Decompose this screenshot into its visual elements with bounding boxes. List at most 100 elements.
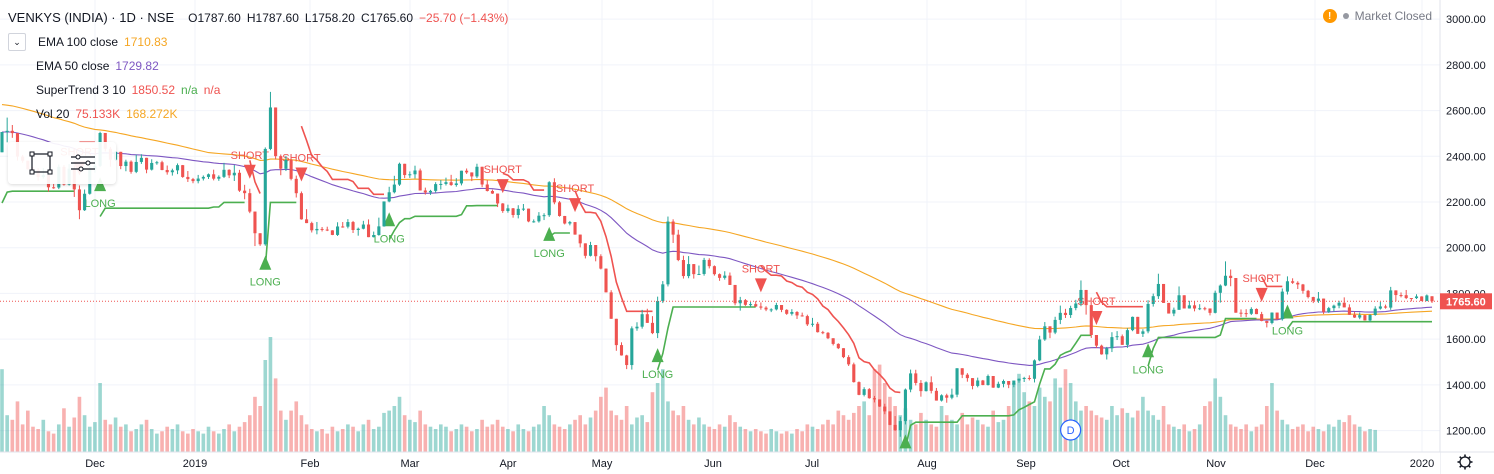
- candle: [743, 299, 747, 306]
- volume-bar: [929, 424, 934, 452]
- candle-body: [423, 190, 427, 193]
- candle: [1069, 305, 1073, 318]
- candle-body: [232, 172, 236, 176]
- volume-bar: [542, 406, 546, 452]
- candle: [1182, 295, 1186, 309]
- candle: [702, 257, 706, 276]
- volume-bar: [805, 424, 810, 452]
- volume-bar: [795, 429, 799, 452]
- volume-bar: [1125, 412, 1130, 452]
- volume-bar: [764, 433, 768, 452]
- candle: [1378, 301, 1382, 310]
- rectangle-select-icon[interactable]: [26, 148, 56, 178]
- candle: [991, 375, 995, 388]
- candle-body: [557, 202, 562, 216]
- candle: [465, 168, 469, 174]
- settings-list-icon[interactable]: [68, 148, 98, 178]
- candle-body: [356, 228, 360, 230]
- candle-body: [769, 309, 773, 311]
- volume-bar: [728, 415, 732, 452]
- candle: [403, 163, 407, 179]
- candle-body: [743, 300, 747, 305]
- candle: [1353, 311, 1357, 318]
- volume-bar: [660, 369, 665, 452]
- volume-bar: [1053, 378, 1057, 452]
- candle-body: [191, 179, 195, 182]
- market-status[interactable]: ! Market Closed: [1322, 9, 1432, 23]
- volume-bar: [645, 422, 650, 452]
- volume-bar: [1110, 406, 1114, 452]
- candle-body: [821, 332, 825, 334]
- candle-body: [640, 314, 644, 327]
- indicator-row-volume[interactable]: Vol 20 75.133K 168.272K: [8, 102, 508, 126]
- candle: [557, 201, 562, 217]
- candle-body: [170, 170, 174, 173]
- candle: [614, 318, 618, 351]
- candle-body: [217, 176, 221, 179]
- candle: [1079, 280, 1083, 307]
- volume-bar: [717, 424, 722, 452]
- candle: [940, 394, 944, 402]
- candle: [635, 322, 639, 331]
- volume-bar: [201, 433, 206, 452]
- indicator-row-ema50[interactable]: EMA 50 close 1729.82: [8, 54, 508, 78]
- symbol-title[interactable]: VENKYS (INDIA) · 1D · NSE: [8, 10, 175, 25]
- candle-body: [909, 373, 913, 390]
- volume-bar: [253, 396, 257, 452]
- candle-body: [1182, 295, 1186, 309]
- volume-bar: [779, 433, 784, 452]
- candle-body: [707, 259, 711, 267]
- candle: [480, 166, 484, 188]
- candle: [294, 175, 298, 198]
- volume-bar: [1146, 410, 1150, 452]
- price-tick-label: 2600.00: [1446, 106, 1486, 118]
- candle-body: [397, 163, 402, 185]
- long-signal-label: LONG: [84, 198, 115, 210]
- volume-bar: [913, 424, 918, 452]
- candle: [645, 308, 649, 323]
- candle: [160, 160, 164, 171]
- ohlc-close: C1765.60: [360, 11, 414, 25]
- candle: [594, 245, 598, 262]
- volume-bar: [1218, 396, 1223, 452]
- candle-body: [573, 222, 577, 235]
- candle: [625, 354, 629, 370]
- warning-icon[interactable]: !: [1322, 9, 1337, 23]
- gear-icon[interactable]: [1457, 454, 1473, 470]
- volume-bar: [1063, 369, 1068, 452]
- candle-body: [1192, 305, 1197, 309]
- collapse-legend-button[interactable]: ⌄: [8, 33, 26, 51]
- candle-body: [1125, 330, 1129, 345]
- candle: [878, 399, 882, 407]
- candle-body: [134, 161, 138, 172]
- candle-body: [919, 382, 923, 392]
- dividend-marker-label: D: [1067, 425, 1075, 437]
- candle: [366, 219, 371, 238]
- volume-bar: [609, 410, 613, 452]
- volume-bar: [1337, 419, 1341, 452]
- indicator-row-ema100[interactable]: ⌄ EMA 100 close 1710.83: [8, 30, 508, 54]
- candle-body: [1141, 331, 1145, 334]
- candle: [1084, 289, 1088, 315]
- candle-body: [862, 389, 866, 395]
- volume-bar: [294, 401, 299, 452]
- candle-body: [831, 338, 835, 344]
- candle-body: [434, 184, 438, 191]
- candle-body: [738, 300, 742, 304]
- candle-body: [945, 395, 949, 398]
- candle: [346, 219, 350, 229]
- candle-body: [1275, 312, 1279, 320]
- volume-bar: [1239, 429, 1243, 452]
- volume-bar: [46, 431, 51, 452]
- candle: [1425, 294, 1429, 302]
- candle-body: [583, 243, 587, 256]
- indicator-row-supertrend[interactable]: SuperTrend 3 10 1850.52 n/a n/a: [8, 78, 508, 102]
- candle-body: [563, 215, 567, 224]
- volume-bar: [1295, 426, 1300, 452]
- volume-bar: [733, 422, 737, 452]
- candle-body: [805, 316, 809, 325]
- supertrend-short-line: [1260, 276, 1283, 288]
- candle: [1100, 344, 1104, 355]
- candle-body: [139, 157, 143, 162]
